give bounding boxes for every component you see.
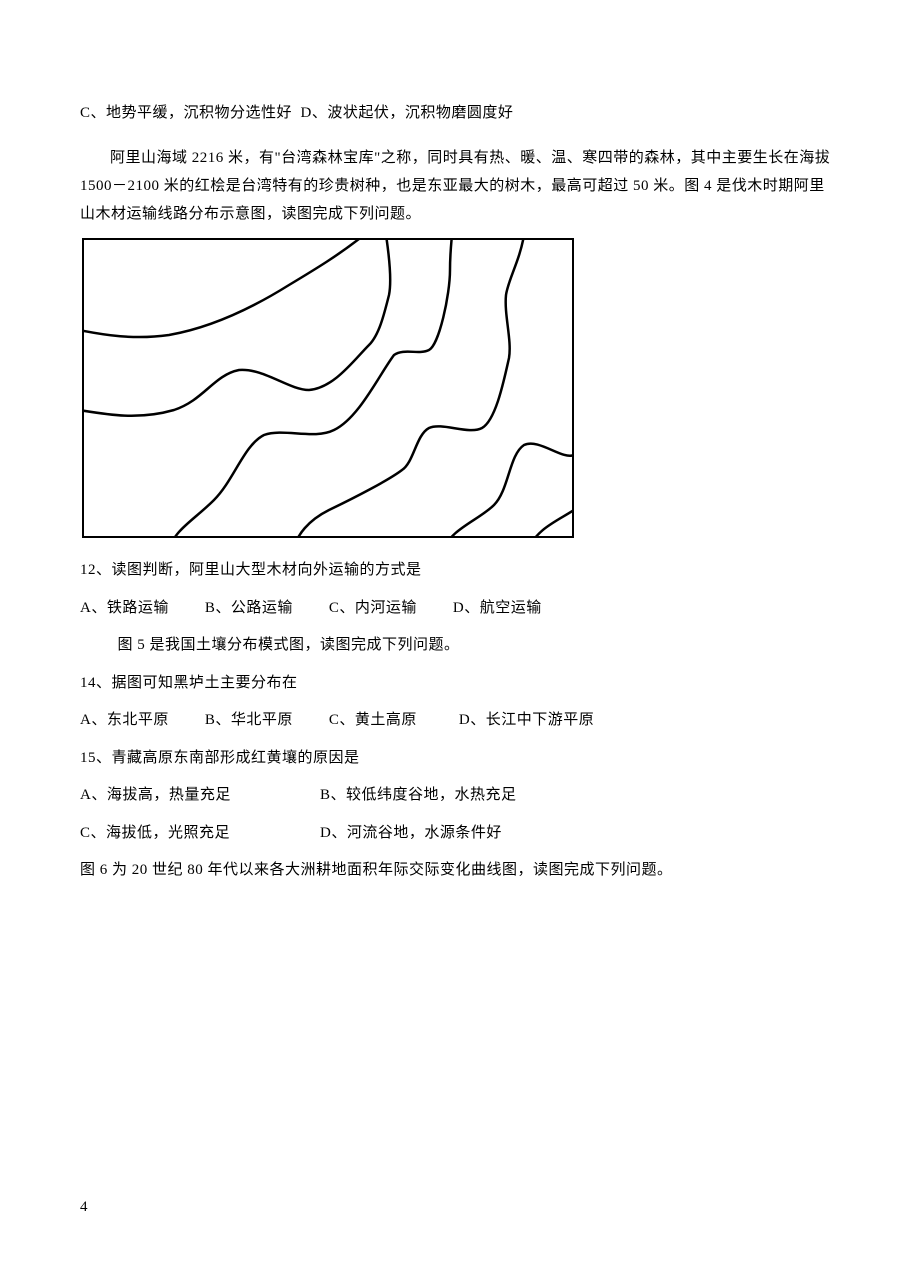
q15-option-a: A、海拔高，热量充足 <box>80 777 320 815</box>
question-12: 12、读图判断，阿里山大型木材向外运输的方式是 <box>80 552 840 590</box>
question-12-options: A、铁路运输 B、公路运输 C、内河运输 D、航空运输 <box>80 590 840 628</box>
page-number: 4 <box>80 1199 88 1216</box>
figure-5-caption: 图 5 是我国土壤分布模式图，读图完成下列问题。 <box>80 627 840 665</box>
map-figure-4 <box>82 238 574 538</box>
q12-option-a: A、铁路运输 <box>80 600 169 616</box>
q14-option-c: C、黄土高原 <box>329 712 417 728</box>
q12-option-d: D、航空运输 <box>453 600 542 616</box>
question-14-options: A、东北平原 B、华北平原 C、黄土高原 D、长江中下游平原 <box>80 702 840 740</box>
top-options-cd: C、地势平缓，沉积物分选性好 D、波状起伏，沉积物磨圆度好 <box>80 95 840 131</box>
q14-option-a: A、东北平原 <box>80 712 169 728</box>
q15-option-b: B、较低纬度谷地，水热充足 <box>320 787 517 803</box>
option-d: D、波状起伏，沉积物磨圆度好 <box>301 105 514 121</box>
question-15-options-row2: C、海拔低，光照充足D、河流谷地，水源条件好 <box>80 815 840 853</box>
q12-option-c: C、内河运输 <box>329 600 417 616</box>
question-15: 15、青藏高原东南部形成红黄壤的原因是 <box>80 740 840 778</box>
q12-option-b: B、公路运输 <box>205 600 293 616</box>
q14-option-b: B、华北平原 <box>205 712 293 728</box>
q15-option-d: D、河流谷地，水源条件好 <box>320 825 502 841</box>
figure-6-text: 图 6 为 20 世纪 80 年代以来各大洲耕地面积年际交际变化曲线图，读图完成… <box>80 852 840 890</box>
passage-alishan: 阿里山海域 2216 米，有"台湾森林宝库"之称，同时具有热、暖、温、寒四带的森… <box>80 145 840 228</box>
option-c: C、地势平缓，沉积物分选性好 <box>80 105 292 121</box>
q14-option-d: D、长江中下游平原 <box>459 712 594 728</box>
map-svg <box>84 240 572 536</box>
question-15-options-row1: A、海拔高，热量充足B、较低纬度谷地，水热充足 <box>80 777 840 815</box>
question-14: 14、据图可知黑垆土主要分布在 <box>80 665 840 703</box>
q15-option-c: C、海拔低，光照充足 <box>80 815 320 853</box>
